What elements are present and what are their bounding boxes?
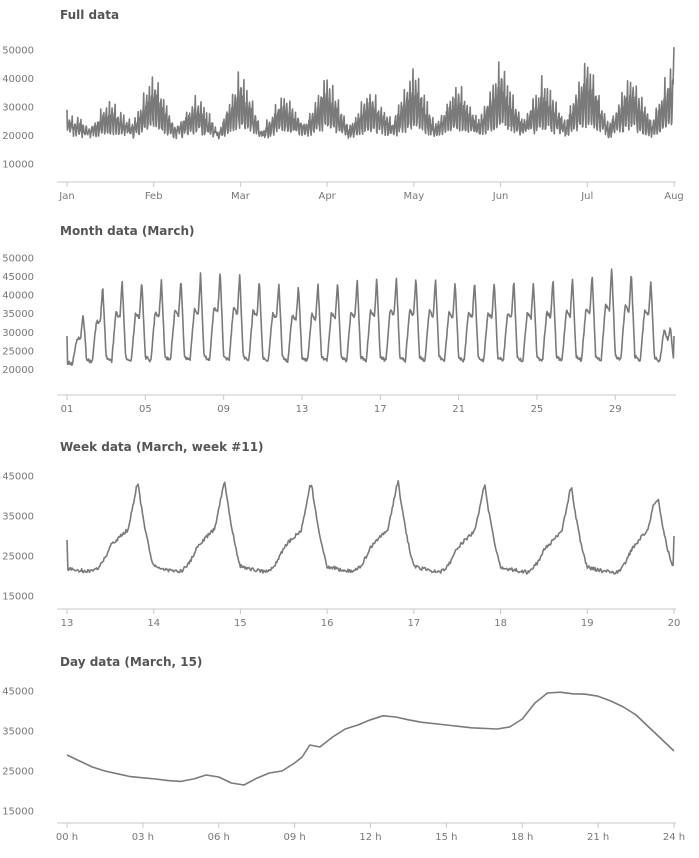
x-tick-label: 16: [321, 618, 334, 629]
y-tick-label: 40000: [2, 74, 34, 85]
x-tick-label: 01: [61, 404, 74, 415]
x-tick-label: 15 h: [435, 832, 457, 843]
y-tick-label: 35000: [2, 512, 34, 523]
x-tick-label: 05: [139, 404, 152, 415]
x-tick-label: 18: [494, 618, 507, 629]
x-tick-label: 18 h: [511, 832, 533, 843]
y-tick-label: 40000: [2, 291, 34, 302]
week-data-panel: Week data (March, week #11) 15000 25000 35…: [0, 440, 699, 640]
y-tick-label: 10000: [2, 160, 34, 171]
y-tick-label: 45000: [2, 687, 34, 698]
y-tick-label: 30000: [2, 328, 34, 339]
y-tick-label: 30000: [2, 103, 34, 114]
full-data-panel: Full data 10000 20000 30000 40000 50000 Jan Fe…: [0, 8, 699, 208]
y-tick-label: 15000: [2, 592, 34, 603]
x-tick-label: 13: [296, 404, 309, 415]
x-tick-label: 17: [374, 404, 387, 415]
y-tick-label: 35000: [2, 727, 34, 738]
x-tick-label: May: [404, 191, 425, 202]
x-tick-label: 09: [217, 404, 230, 415]
x-tick-label: 24 h: [663, 832, 685, 843]
chart-title: Week data (March, week #11): [60, 440, 264, 454]
x-tick-label: 14: [147, 618, 160, 629]
x-tick-label: 09 h: [284, 832, 306, 843]
x-tick-label: 13: [61, 618, 74, 629]
day-data-panel: Day data (March, 15) 15000 25000 35000 4500…: [0, 655, 699, 858]
y-tick-label: 45000: [2, 472, 34, 483]
day-data-chart: 15000 25000 35000 45000 00 h 03 h 06 h 09 h 12 h…: [2, 687, 685, 844]
chart-title: Day data (March, 15): [60, 655, 203, 669]
x-tick-label: Aug: [664, 191, 684, 202]
chart-title: Full data: [60, 8, 120, 22]
x-tick-label: Feb: [145, 191, 163, 202]
x-tick-label: 00 h: [56, 832, 78, 843]
series-line: [66, 480, 675, 575]
x-tick-label: 21: [452, 404, 465, 415]
x-tick-label: 25: [531, 404, 544, 415]
x-tick-label: 19: [581, 618, 594, 629]
x-tick-label: 17: [407, 618, 420, 629]
x-tick-label: Jun: [492, 191, 509, 202]
y-tick-label: 15000: [2, 807, 34, 818]
x-tick-label: 06 h: [208, 832, 230, 843]
x-tick-label: 29: [609, 404, 622, 415]
y-tick-label: 25000: [2, 346, 34, 357]
x-tick-label: 15: [234, 618, 247, 629]
y-tick-label: 25000: [2, 552, 34, 563]
series-line: [66, 47, 675, 140]
x-tick-label: Apr: [318, 191, 336, 202]
y-tick-label: 50000: [2, 254, 34, 265]
y-tick-label: 50000: [2, 46, 34, 57]
x-tick-label: 21 h: [587, 832, 609, 843]
chart-title: Month data (March): [60, 224, 195, 238]
month-data-chart: 20000 25000 30000 35000 40000 45000 50000 01 05 0…: [2, 254, 676, 415]
x-tick-label: Jan: [58, 191, 74, 202]
y-tick-label: 25000: [2, 767, 34, 778]
y-tick-label: 20000: [2, 131, 34, 142]
series-line: [66, 268, 675, 366]
x-tick-label: 20: [668, 618, 681, 629]
x-tick-label: 03 h: [132, 832, 154, 843]
month-data-panel: Month data (March) 20000 25000 30000 35000 4…: [0, 224, 699, 424]
series-line: [66, 691, 675, 786]
y-tick-label: 35000: [2, 309, 34, 320]
y-tick-label: 20000: [2, 365, 34, 376]
week-data-chart: 15000 25000 35000 45000 13 14 15 16 17 18 19 20: [2, 472, 681, 630]
full-data-chart: 10000 20000 30000 40000 50000 Jan Feb Mar Apr May…: [2, 46, 684, 203]
y-tick-label: 45000: [2, 272, 34, 283]
x-tick-label: Mar: [231, 191, 251, 202]
x-tick-label: Jul: [580, 191, 593, 202]
x-tick-label: 12 h: [359, 832, 381, 843]
